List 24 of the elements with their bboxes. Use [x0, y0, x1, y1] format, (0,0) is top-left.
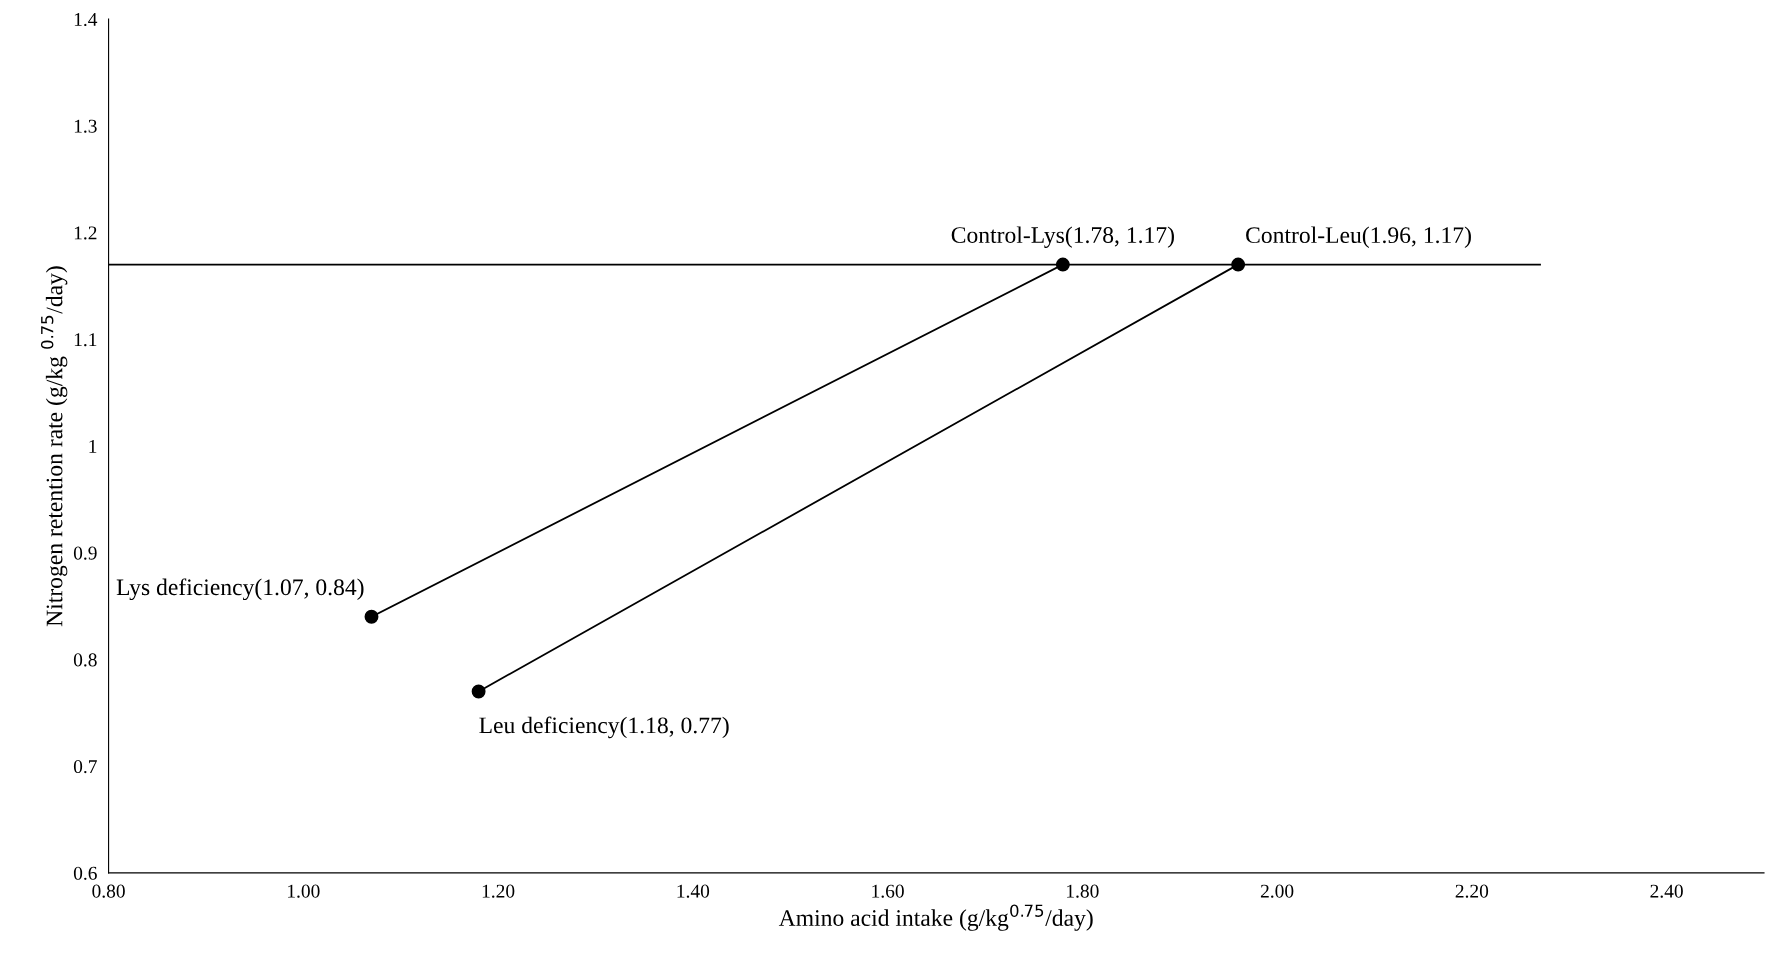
- x-tick-label: 0.80: [92, 884, 125, 898]
- y-tick-label: 1.2: [74, 226, 97, 240]
- y-tick-label: 0.8: [73, 653, 97, 667]
- annotation: Control-Lys(1.78, 1.17): [951, 226, 1174, 248]
- x-tick-label: 1.40: [677, 884, 710, 898]
- x-tick-label: 2.00: [1260, 884, 1294, 898]
- y-tick-label: 1.1: [74, 333, 97, 347]
- annotation: Control-Leu(1.96, 1.17): [1246, 226, 1471, 248]
- y-tick-label: 0.9: [73, 546, 97, 560]
- x-tick-label: 2.20: [1455, 884, 1489, 898]
- y-tick-label: 0.7: [73, 760, 97, 774]
- y-tick-label: 1.3: [74, 119, 97, 133]
- x-tick-label: 1.80: [1067, 884, 1099, 898]
- y-tick-label: 1: [89, 439, 97, 453]
- x-tick-label: 2.40: [1650, 884, 1683, 898]
- annotation: Leu deficiency(1.18, 0.77): [479, 716, 729, 739]
- y-axis-title: Nitrogen retention rate (g/kg $^{0.75}$/day): [40, 266, 68, 627]
- annotation: Lys deficiency(1.07, 0.84): [116, 578, 364, 601]
- y-tick-label: 0.6: [73, 866, 97, 880]
- x-tick-label: 1.60: [872, 884, 904, 898]
- y-tick-label: 1.4: [74, 12, 98, 27]
- x-axis-title: Amino acid intake (g/kg$^{0.75}$/day): [778, 904, 1093, 931]
- x-tick-label: 1.20: [482, 884, 515, 898]
- x-tick-label: 1.00: [288, 884, 320, 898]
